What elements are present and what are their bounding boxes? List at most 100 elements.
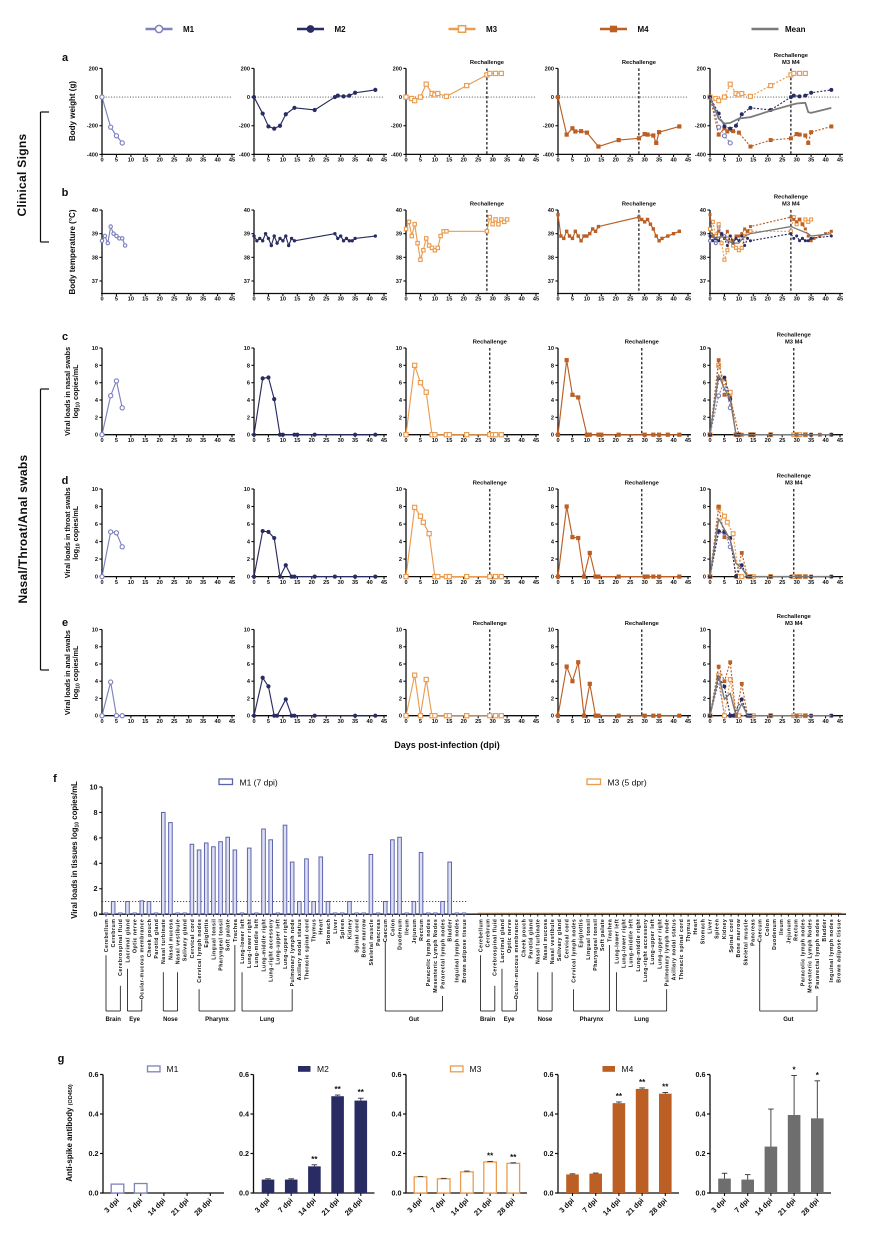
- svg-text:Nose: Nose: [538, 1017, 553, 1023]
- svg-text:Pharyngeal tonsil: Pharyngeal tonsil: [218, 919, 224, 971]
- svg-text:0: 0: [399, 95, 402, 101]
- svg-text:8: 8: [551, 363, 554, 369]
- svg-text:8: 8: [95, 505, 98, 511]
- svg-text:Trachea: Trachea: [233, 919, 239, 942]
- svg-text:0: 0: [404, 438, 407, 444]
- svg-text:Lingual tonsil: Lingual tonsil: [211, 919, 217, 960]
- svg-text:30: 30: [642, 297, 648, 303]
- svg-text:10: 10: [736, 158, 742, 164]
- svg-text:6: 6: [94, 833, 98, 842]
- svg-text:10: 10: [432, 719, 438, 725]
- svg-text:5: 5: [419, 719, 422, 725]
- svg-text:45: 45: [533, 438, 539, 444]
- svg-text:10: 10: [280, 580, 286, 586]
- svg-text:40: 40: [822, 719, 828, 725]
- svg-text:0: 0: [708, 719, 711, 725]
- svg-text:0: 0: [404, 580, 407, 586]
- svg-text:0.4: 0.4: [544, 1109, 554, 1118]
- svg-text:40: 40: [670, 580, 676, 586]
- svg-text:Rechallenge: Rechallenge: [625, 621, 660, 627]
- svg-text:0: 0: [95, 714, 98, 720]
- svg-text:Lung-upper left: Lung-upper left: [650, 919, 656, 965]
- svg-text:4: 4: [95, 398, 99, 404]
- svg-text:2: 2: [551, 557, 554, 563]
- svg-text:2: 2: [95, 415, 98, 421]
- svg-text:40: 40: [518, 580, 524, 586]
- svg-text:Lung-middle left: Lung-middle left: [254, 919, 260, 968]
- svg-text:Cervical lymph nodes: Cervical lymph nodes: [571, 919, 577, 983]
- svg-text:15: 15: [294, 438, 300, 444]
- svg-text:10: 10: [548, 628, 554, 634]
- svg-text:Inguinal lymph nodes: Inguinal lymph nodes: [829, 919, 835, 983]
- svg-text:45: 45: [381, 580, 387, 586]
- svg-text:6: 6: [95, 662, 98, 668]
- svg-text:40: 40: [518, 297, 524, 303]
- svg-text:6: 6: [551, 381, 554, 387]
- svg-text:8: 8: [247, 645, 250, 651]
- svg-text:Spleen: Spleen: [340, 919, 346, 939]
- svg-text:0: 0: [551, 575, 554, 581]
- svg-text:0.4: 0.4: [392, 1109, 402, 1118]
- svg-text:Soft palate: Soft palate: [600, 919, 606, 951]
- svg-text:0: 0: [708, 158, 711, 164]
- svg-text:25: 25: [475, 438, 481, 444]
- svg-text:M1: M1: [183, 25, 195, 34]
- svg-text:*: *: [816, 1071, 820, 1080]
- svg-text:Rectum: Rectum: [419, 919, 425, 941]
- svg-text:35: 35: [504, 438, 510, 444]
- svg-text:25: 25: [627, 297, 633, 303]
- svg-text:45: 45: [685, 438, 691, 444]
- svg-text:**: **: [662, 1083, 669, 1092]
- svg-text:45: 45: [229, 580, 235, 586]
- svg-text:5: 5: [267, 297, 270, 303]
- svg-text:4: 4: [399, 540, 403, 546]
- svg-text:Lung-upper left: Lung-upper left: [276, 919, 282, 965]
- svg-text:5: 5: [419, 438, 422, 444]
- svg-text:15: 15: [446, 297, 452, 303]
- svg-text:30: 30: [338, 297, 344, 303]
- svg-text:0: 0: [703, 575, 706, 581]
- svg-text:5: 5: [115, 438, 118, 444]
- svg-text:2: 2: [703, 697, 706, 703]
- svg-text:Cheek pouch: Cheek pouch: [521, 919, 527, 957]
- svg-text:0.2: 0.2: [544, 1149, 554, 1158]
- svg-text:Caecum: Caecum: [383, 919, 389, 942]
- svg-text:0: 0: [399, 575, 402, 581]
- svg-text:20: 20: [309, 158, 315, 164]
- svg-text:30: 30: [794, 438, 800, 444]
- svg-text:Rechallenge: Rechallenge: [625, 481, 660, 487]
- svg-text:30: 30: [490, 297, 496, 303]
- svg-text:30: 30: [186, 158, 192, 164]
- svg-text:0: 0: [556, 297, 559, 303]
- svg-text:25: 25: [627, 719, 633, 725]
- svg-text:0.6: 0.6: [89, 1070, 99, 1079]
- svg-text:-200: -200: [543, 124, 554, 130]
- svg-text:25: 25: [475, 297, 481, 303]
- svg-text:8: 8: [399, 645, 402, 651]
- svg-text:40: 40: [700, 208, 706, 214]
- svg-text:2: 2: [95, 697, 98, 703]
- svg-text:40: 40: [366, 580, 372, 586]
- svg-text:Skeletal muscle: Skeletal muscle: [369, 919, 375, 966]
- svg-text:39: 39: [700, 232, 706, 238]
- svg-text:Lung-lower left: Lung-lower left: [240, 919, 246, 964]
- svg-text:20: 20: [157, 158, 163, 164]
- svg-text:8: 8: [95, 645, 98, 651]
- svg-text:4: 4: [247, 540, 251, 546]
- svg-text:Ileum: Ileum: [405, 919, 411, 935]
- svg-text:200: 200: [697, 66, 706, 72]
- svg-text:0: 0: [708, 297, 711, 303]
- svg-text:15: 15: [294, 580, 300, 586]
- svg-text:-400: -400: [239, 152, 250, 158]
- svg-text:40: 40: [822, 438, 828, 444]
- svg-text:45: 45: [381, 158, 387, 164]
- svg-text:b: b: [62, 187, 69, 199]
- svg-text:2: 2: [95, 557, 98, 563]
- svg-text:Body weight (g): Body weight (g): [68, 81, 77, 141]
- svg-text:20: 20: [309, 719, 315, 725]
- svg-text:-400: -400: [695, 152, 706, 158]
- svg-text:Liver: Liver: [708, 919, 714, 934]
- svg-text:Thymus: Thymus: [686, 919, 692, 942]
- svg-text:0: 0: [247, 714, 250, 720]
- svg-text:10: 10: [92, 628, 98, 634]
